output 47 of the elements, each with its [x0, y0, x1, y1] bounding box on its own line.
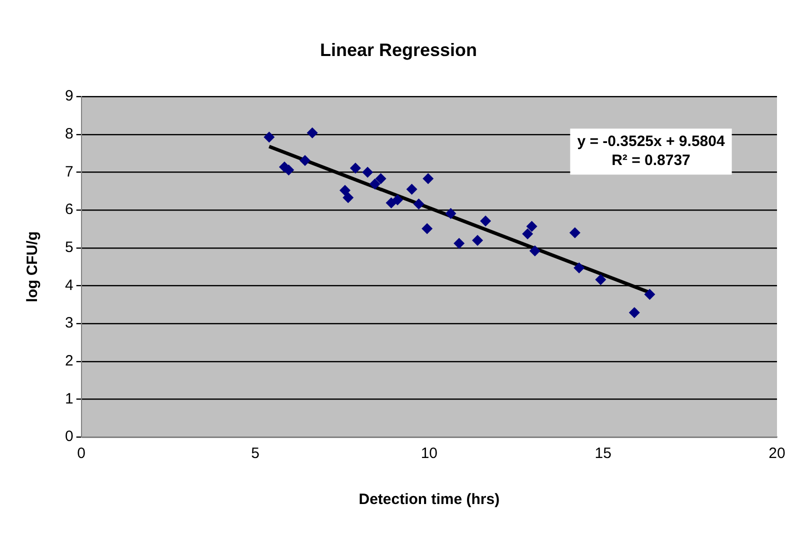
- x-axis-title: Detection time (hrs): [358, 491, 500, 508]
- point: [264, 132, 275, 143]
- x-tick-label: 0: [77, 445, 86, 462]
- point: [522, 228, 534, 240]
- point: [339, 184, 350, 196]
- point: [569, 227, 580, 238]
- point: [454, 238, 465, 249]
- x-tick-label: 20: [768, 445, 786, 462]
- point: [480, 216, 492, 227]
- point: [406, 184, 418, 195]
- y-tick-label: 9: [65, 88, 74, 105]
- annotation: R² = 0.8737: [612, 152, 690, 170]
- point: [375, 173, 386, 184]
- point: [386, 197, 397, 208]
- point: [529, 245, 540, 256]
- y-tick-label: 4: [65, 276, 74, 294]
- point: [350, 162, 361, 174]
- point: [306, 127, 318, 138]
- y-tick-label: 6: [65, 201, 74, 218]
- point: [628, 307, 640, 318]
- annotation: y = -0.3525x + 9.5804: [577, 133, 726, 150]
- point: [422, 223, 433, 234]
- point: [413, 198, 424, 210]
- y-axis-title: log CFU/g: [24, 231, 42, 302]
- x-tick-label: 10: [420, 445, 438, 462]
- point: [526, 220, 538, 232]
- point: [422, 173, 434, 184]
- chart-title: Linear Regression: [320, 40, 478, 60]
- point: [595, 274, 606, 286]
- point: [362, 166, 374, 178]
- point: [472, 234, 484, 246]
- y-tick-label: 0: [65, 428, 74, 446]
- point: [369, 178, 380, 190]
- y-tick-label: 7: [65, 163, 74, 180]
- y-tick-label: 5: [65, 239, 74, 256]
- point: [392, 194, 404, 206]
- point: [644, 288, 656, 300]
- point: [574, 262, 585, 274]
- x-tick-label: 15: [594, 445, 612, 462]
- point: [299, 155, 310, 166]
- y-tick-label: 8: [65, 126, 74, 143]
- y-tick-label: 3: [65, 314, 74, 332]
- point: [342, 192, 354, 204]
- y-tick-label: 1: [65, 390, 74, 408]
- y-tick-label: 2: [65, 352, 74, 370]
- x-tick-label: 5: [251, 445, 260, 462]
- point: [445, 208, 456, 219]
